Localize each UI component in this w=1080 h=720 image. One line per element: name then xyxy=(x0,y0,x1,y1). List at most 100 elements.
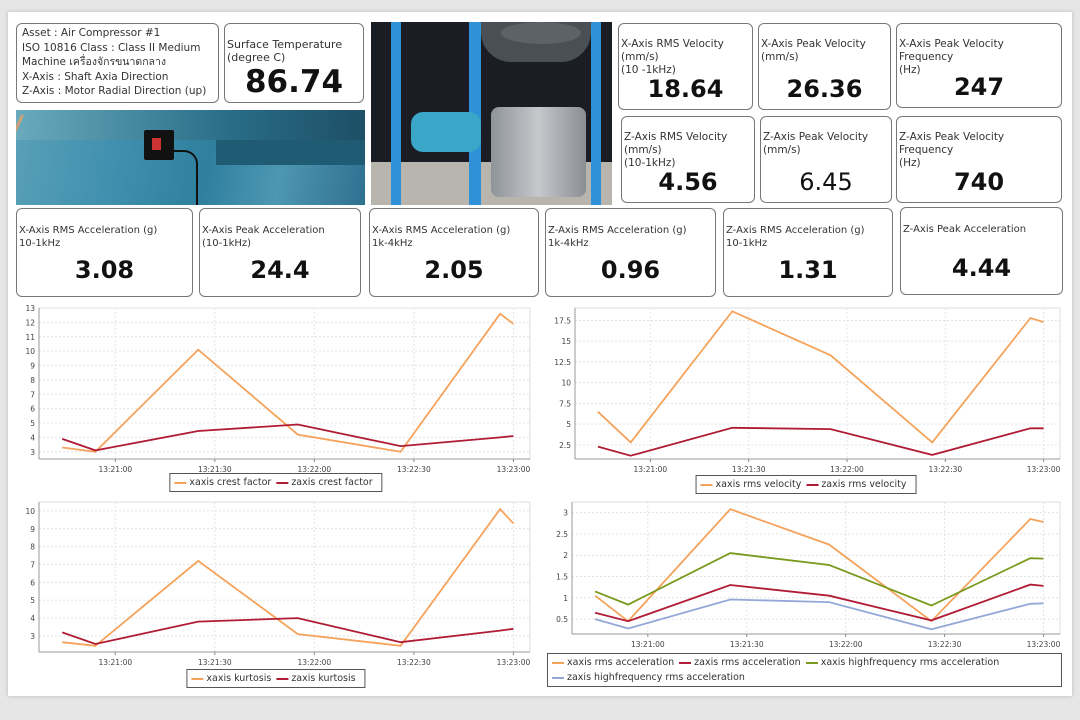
y-tick-label: 7 xyxy=(30,390,35,399)
x-tick-label: 13:21:00 xyxy=(98,465,132,474)
y-tick-label: 5 xyxy=(30,419,35,428)
z-peak-velocity-card: Z-Axis Peak Velocity (mm/s) 6.45 xyxy=(760,116,892,203)
y-tick-label: 13 xyxy=(25,304,35,313)
y-tick-label: 3 xyxy=(563,509,568,518)
x-tick-label: 13:21:30 xyxy=(198,465,232,474)
legend-item[interactable]: xaxis crest factor xyxy=(174,475,271,490)
plot-area xyxy=(38,307,531,460)
plot-area xyxy=(574,307,1061,460)
y-tick-label: 12.5 xyxy=(554,358,571,367)
rms-velocity-chart: 2.5 5 7.5 10 12.5 15 17.5 13:21:00 13:21:30 13:22… xyxy=(542,303,1070,495)
legend-swatch xyxy=(174,481,187,484)
legend-label: xaxis rms velocity xyxy=(715,479,802,490)
legend-item[interactable]: zaxis crest factor xyxy=(276,475,373,490)
x-tick-label: 13:21:00 xyxy=(631,640,665,649)
x-tick-label: 13:21:00 xyxy=(98,658,132,667)
x-rms-acceleration-1k-4khz-label: X-Axis RMS Acceleration (g) 1k-4kHz xyxy=(372,225,511,249)
x-tick-label: 13:23:00 xyxy=(497,658,531,667)
legend-item[interactable]: zaxis highfrequency rms acceleration xyxy=(552,670,1052,685)
x-rms-velocity-value: 18.64 xyxy=(647,75,724,103)
x-tick-label: 13:22:00 xyxy=(298,465,332,474)
series-line-xaxis-highfrequency-rms-acceleration xyxy=(594,552,1044,607)
x-rms-acceleration-1k-4khz-card: X-Axis RMS Acceleration (g) 1k-4kHz 2.05 xyxy=(369,208,539,297)
rms-acceleration-chart: 0.5 1 1.5 2 2.5 3 13:21:00 13:21:30 13:22:00 13:2… xyxy=(542,497,1070,692)
legend-swatch xyxy=(552,676,564,679)
iso-class: ISO 10816 Class : Class II Medium xyxy=(22,41,201,54)
y-tick-label: 15 xyxy=(561,337,571,346)
series-line-xaxis-crest-factor xyxy=(62,312,514,453)
series-line-zaxis-rms-acceleration xyxy=(594,583,1044,623)
z-axis-direction: Z-Axis : Motor Radial Direction (up) xyxy=(22,85,207,97)
y-tick-label: 10 xyxy=(25,347,35,356)
z-rms-acceleration-10-1khz-value: 1.31 xyxy=(778,256,838,284)
x-tick-label: 13:21:00 xyxy=(634,465,668,474)
surface-temperature-label: Surface Temperature (degree C) xyxy=(227,38,343,64)
x-rms-velocity-label: X-Axis RMS Velocity (mm/s) (10 -1kHz) xyxy=(621,38,724,76)
x-peak-acceleration-label: X-Axis Peak Acceleration (10-1kHz) xyxy=(202,225,325,249)
x-rms-acceleration-10-1khz-label: X-Axis RMS Acceleration (g) 10-1kHz xyxy=(19,225,158,249)
legend-item[interactable]: zaxis rms velocity xyxy=(806,477,906,492)
y-tick-label: 1 xyxy=(563,594,568,603)
surface-temperature-card: Surface Temperature (degree C) 86.74 xyxy=(224,23,364,103)
chart-legend: xaxis kurtosis zaxis kurtosis xyxy=(186,669,366,688)
z-rms-velocity-value: 4.56 xyxy=(658,168,718,196)
z-rms-velocity-card: Z-Axis RMS Velocity (mm/s) (10-1kHz) 4.5… xyxy=(621,116,755,203)
y-tick-label: 2.5 xyxy=(556,530,568,539)
x-tick-label: 13:22:00 xyxy=(298,658,332,667)
y-tick-label: 12 xyxy=(25,318,35,327)
series-line-zaxis-crest-factor xyxy=(61,423,514,452)
motor-photo xyxy=(371,22,612,205)
chart-legend: xaxis crest factor zaxis crest factor xyxy=(169,473,383,492)
y-tick-label: 6 xyxy=(30,405,35,414)
legend-label: xaxis crest factor xyxy=(189,477,272,488)
legend-item[interactable]: zaxis rms acceleration xyxy=(679,655,801,670)
legend-swatch xyxy=(806,483,819,486)
y-tick-label: 7.5 xyxy=(559,399,571,408)
legend-label: zaxis rms velocity xyxy=(821,479,907,490)
plot-area xyxy=(38,501,531,653)
x-tick-label: 13:23:00 xyxy=(497,465,531,474)
y-tick-label: 6 xyxy=(30,578,35,587)
legend-label: zaxis rms acceleration xyxy=(694,657,801,668)
legend-swatch xyxy=(552,661,564,664)
legend-item[interactable]: xaxis rms velocity xyxy=(700,477,802,492)
y-tick-label: 4 xyxy=(30,614,35,623)
y-tick-label: 8 xyxy=(30,376,35,385)
y-tick-label: 11 xyxy=(25,333,35,342)
y-tick-label: 8 xyxy=(30,543,35,552)
x-tick-label: 13:21:30 xyxy=(732,465,766,474)
sensor-photo xyxy=(16,110,365,205)
z-rms-acceleration-1k-4khz-value: 0.96 xyxy=(600,256,661,284)
asset-name: Asset : Air Compressor #1 xyxy=(22,27,161,39)
z-peak-velocity-label: Z-Axis Peak Velocity (mm/s) xyxy=(763,131,869,156)
x-rms-velocity-card: X-Axis RMS Velocity (mm/s) (10 -1kHz) 18… xyxy=(618,23,753,110)
x-peak-velocity-frequency-label: X-Axis Peak Velocity Frequency (Hz) xyxy=(899,38,1004,76)
z-peak-velocity-frequency-label: Z-Axis Peak Velocity Frequency (Hz) xyxy=(899,131,1005,169)
legend-item[interactable]: zaxis kurtosis xyxy=(276,671,356,686)
y-tick-label: 2.5 xyxy=(559,441,571,450)
x-peak-velocity-frequency-value: 247 xyxy=(953,73,1005,101)
x-tick-label: 13:22:30 xyxy=(928,465,962,474)
legend-swatch xyxy=(700,483,713,486)
crest-factor-chart: 3 4 5 6 7 8 9 10 11 12 13 13:21:00 13:21:30 13:22:00 1… xyxy=(12,303,540,495)
legend-item[interactable]: xaxis highfrequency rms acceleration xyxy=(805,655,1000,670)
x-rms-acceleration-1k-4khz-value: 2.05 xyxy=(424,256,484,284)
series-line-zaxis-rms-velocity xyxy=(597,426,1044,457)
x-peak-velocity-card: X-Axis Peak Velocity (mm/s) 26.36 xyxy=(758,23,891,110)
legend-swatch xyxy=(276,677,289,680)
y-tick-label: 0.5 xyxy=(556,615,568,624)
z-peak-velocity-frequency-value: 740 xyxy=(953,168,1005,196)
series-line-zaxis-highfrequency-rms-acceleration xyxy=(594,598,1044,631)
y-tick-label: 17.5 xyxy=(554,316,571,325)
legend-item[interactable]: xaxis rms acceleration xyxy=(552,655,674,670)
y-tick-label: 10 xyxy=(25,507,35,516)
x-tick-label: 13:22:30 xyxy=(397,658,431,667)
x-tick-label: 13:22:30 xyxy=(928,640,962,649)
x-tick-label: 13:22:00 xyxy=(830,465,864,474)
legend-label: zaxis highfrequency rms acceleration xyxy=(567,672,745,683)
legend-item[interactable]: xaxis kurtosis xyxy=(191,671,271,686)
legend-label: xaxis highfrequency rms acceleration xyxy=(820,657,1000,668)
z-peak-velocity-value: 6.45 xyxy=(799,168,853,196)
x-peak-acceleration-card: X-Axis Peak Acceleration (10-1kHz) 24.4 xyxy=(199,208,361,297)
y-tick-label: 5 xyxy=(30,596,35,605)
